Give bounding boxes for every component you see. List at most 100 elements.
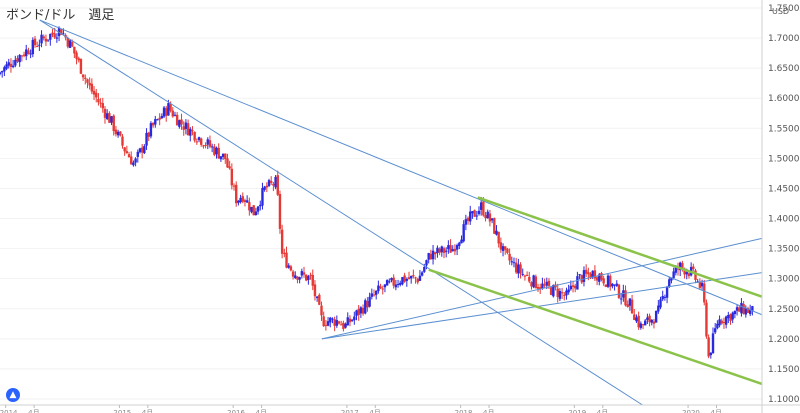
- candle-body: [442, 248, 446, 253]
- candle-body: [692, 266, 695, 270]
- candle-body: [14, 59, 17, 66]
- candle-body: [508, 253, 511, 261]
- candle-body: [329, 317, 332, 323]
- candle-body: [549, 287, 553, 295]
- x-tick-label: 4月: [28, 409, 39, 413]
- candle-body: [665, 287, 669, 298]
- candle-body: [486, 211, 489, 219]
- y-tick-label: 1.35000: [768, 245, 800, 255]
- candle-body: [650, 319, 653, 323]
- candle-body: [560, 292, 564, 294]
- candle-body: [186, 123, 190, 136]
- candle-body: [138, 148, 142, 153]
- candle-body: [108, 113, 111, 123]
- candle-body: [740, 302, 743, 314]
- y-tick-label: 1.30000: [768, 275, 800, 285]
- candle-body: [294, 275, 297, 279]
- candle-body: [70, 41, 74, 47]
- candle-body: [112, 115, 115, 132]
- candle-body: [42, 36, 45, 39]
- candle-body: [121, 136, 124, 146]
- candle-body: [221, 153, 225, 157]
- candle-body: [318, 294, 321, 305]
- candle-body: [300, 271, 304, 276]
- candle-body: [342, 322, 345, 330]
- candle-body: [0, 71, 4, 73]
- candle-body: [407, 277, 411, 279]
- candle-body: [604, 284, 608, 287]
- candle-body: [580, 275, 583, 283]
- candle-body: [132, 162, 135, 166]
- candle-body: [35, 46, 39, 48]
- y-tick-label: 1.10000: [768, 395, 800, 405]
- candle-body: [46, 39, 50, 41]
- candle-body: [639, 323, 643, 328]
- candle-body: [156, 119, 159, 121]
- y-tick-label: 1.70000: [768, 34, 800, 44]
- candle-body: [291, 271, 295, 277]
- candle-body: [711, 333, 715, 354]
- candle-body: [315, 296, 319, 299]
- candle-body: [119, 131, 122, 136]
- candle-body: [613, 284, 616, 286]
- candle-body: [324, 324, 328, 326]
- candle-body: [479, 202, 483, 210]
- candle-body: [158, 117, 161, 120]
- candle-body: [506, 248, 509, 253]
- candle-body: [510, 261, 513, 263]
- candle-body: [140, 147, 144, 153]
- candle-body: [521, 273, 524, 275]
- candle-body: [55, 37, 59, 39]
- x-tick-label: 2016: [227, 409, 245, 413]
- candle-body: [427, 253, 430, 260]
- candle-body: [18, 54, 21, 63]
- candle-body: [523, 275, 527, 277]
- candle-body: [729, 314, 732, 322]
- candle-body: [742, 303, 745, 314]
- candle-body: [558, 291, 562, 299]
- candle-body: [705, 302, 708, 337]
- candle-body: [370, 293, 374, 297]
- candle-body: [116, 131, 120, 136]
- candle-body: [416, 278, 419, 283]
- candle-body: [298, 277, 301, 280]
- candle-body: [606, 275, 610, 287]
- candle-body: [569, 285, 573, 290]
- candle-body: [744, 307, 748, 315]
- candle-body: [355, 310, 358, 316]
- candle-body: [27, 50, 30, 54]
- candle-body: [641, 324, 645, 326]
- trendline: [321, 237, 763, 340]
- candle-body: [189, 128, 192, 136]
- candle-body: [307, 276, 310, 280]
- candle-body: [453, 248, 457, 252]
- candle-body: [169, 104, 172, 111]
- candle-body: [434, 252, 437, 255]
- candle-body: [5, 64, 8, 69]
- candle-body: [219, 156, 223, 160]
- x-tick-label: 4月: [256, 409, 267, 413]
- tradingview-logo-icon[interactable]: ▲: [6, 388, 20, 402]
- candle-body: [88, 82, 91, 86]
- candle-body: [278, 194, 282, 229]
- candle-body: [7, 62, 10, 66]
- candle-body: [224, 153, 227, 160]
- candle-body: [484, 215, 487, 219]
- candle-body: [182, 126, 185, 130]
- candle-body: [38, 44, 41, 46]
- candle-body: [619, 298, 623, 300]
- candle-body: [331, 318, 334, 320]
- candle-body: [208, 140, 212, 147]
- candle-body: [256, 206, 260, 212]
- candle-body: [595, 277, 599, 281]
- y-tick-label: 1.50000: [768, 154, 800, 164]
- candle-body: [696, 281, 699, 283]
- candle-body: [587, 272, 590, 275]
- candle-body: [582, 270, 586, 282]
- y-tick-label: 1.65000: [768, 64, 800, 74]
- candle-body: [237, 200, 240, 203]
- chart-title: ポンド/ドル 週足: [6, 8, 115, 23]
- candle-body: [600, 273, 603, 280]
- x-tick-label: 2018: [455, 409, 473, 413]
- candle-body: [333, 319, 336, 326]
